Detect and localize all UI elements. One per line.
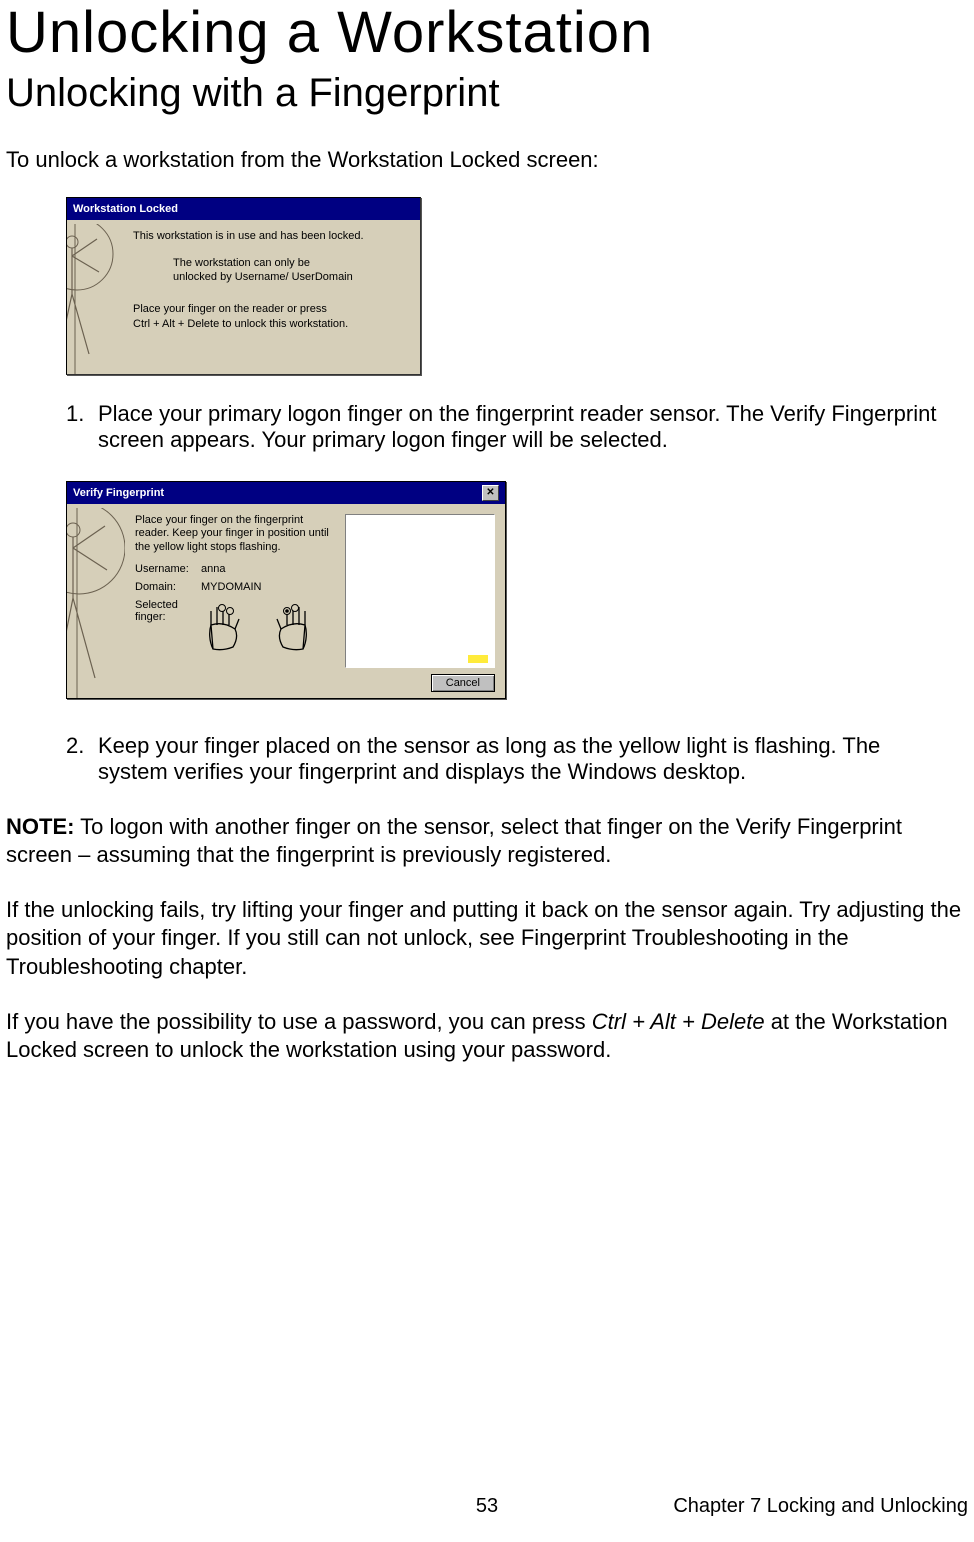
pwd-pre: If you have the possibility to use a pas… <box>6 1009 592 1034</box>
chapter-label: Chapter 7 Locking and Unlocking <box>673 1495 968 1518</box>
domain-label: Domain: <box>135 581 201 593</box>
verify-instructions: Place your finger on the fingerprint rea… <box>135 514 335 555</box>
note-text: To logon with another finger on the sens… <box>6 814 902 868</box>
selected-finger-label: Selected finger: <box>135 599 201 651</box>
locked-line3b: Ctrl + Alt + Delete to unlock this works… <box>133 317 410 331</box>
step-1-number: 1. <box>66 401 98 453</box>
vitruvian-icon <box>67 220 115 374</box>
locked-line3a: Place your finger on the reader or press <box>133 302 410 316</box>
step-1: 1. Place your primary logon finger on th… <box>66 401 968 453</box>
username-label: Username: <box>135 563 201 575</box>
locked-dialog-title: Workstation Locked <box>73 203 178 215</box>
close-icon[interactable]: ✕ <box>482 485 499 501</box>
note-paragraph: NOTE: To logon with another finger on th… <box>6 813 968 870</box>
intro-text: To unlock a workstation from the Worksta… <box>6 147 968 173</box>
note-label: NOTE: <box>6 814 74 839</box>
workstation-locked-dialog: Workstation Locked This workstation is i… <box>66 197 421 375</box>
verify-dialog-title: Verify Fingerprint <box>73 487 164 499</box>
username-value: anna <box>201 563 225 575</box>
vitruvian-icon <box>67 504 125 698</box>
password-paragraph: If you have the possibility to use a pas… <box>6 1008 968 1065</box>
failure-paragraph: If the unlocking fails, try lifting your… <box>6 896 968 982</box>
pwd-keycombo: Ctrl + Alt + Delete <box>592 1009 765 1034</box>
page-subtitle: Unlocking with a Fingerprint <box>6 69 968 117</box>
locked-line2: The workstation can only be unlocked by … <box>173 256 353 285</box>
page-title: Unlocking a Workstation <box>6 0 968 67</box>
page-number: 53 <box>476 1495 498 1518</box>
cancel-button[interactable]: Cancel <box>431 674 495 692</box>
step-1-text: Place your primary logon finger on the f… <box>98 401 968 453</box>
verify-dialog-titlebar: Verify Fingerprint ✕ <box>67 482 505 504</box>
right-hand-icon[interactable] <box>267 601 311 651</box>
left-hand-icon[interactable] <box>205 601 249 651</box>
step-2: 2. Keep your finger placed on the sensor… <box>66 733 968 785</box>
step-2-text: Keep your finger placed on the sensor as… <box>98 733 968 785</box>
page-footer: 53 Chapter 7 Locking and Unlocking <box>0 1495 974 1518</box>
verify-fingerprint-dialog: Verify Fingerprint ✕ Place your finger o… <box>66 481 506 699</box>
locked-line1: This workstation is in use and has been … <box>133 230 410 242</box>
fingerprint-scan-area <box>345 514 495 668</box>
domain-value: MYDOMAIN <box>201 581 262 593</box>
locked-dialog-titlebar: Workstation Locked <box>67 198 420 220</box>
yellow-indicator-icon <box>468 655 488 663</box>
step-2-number: 2. <box>66 733 98 785</box>
